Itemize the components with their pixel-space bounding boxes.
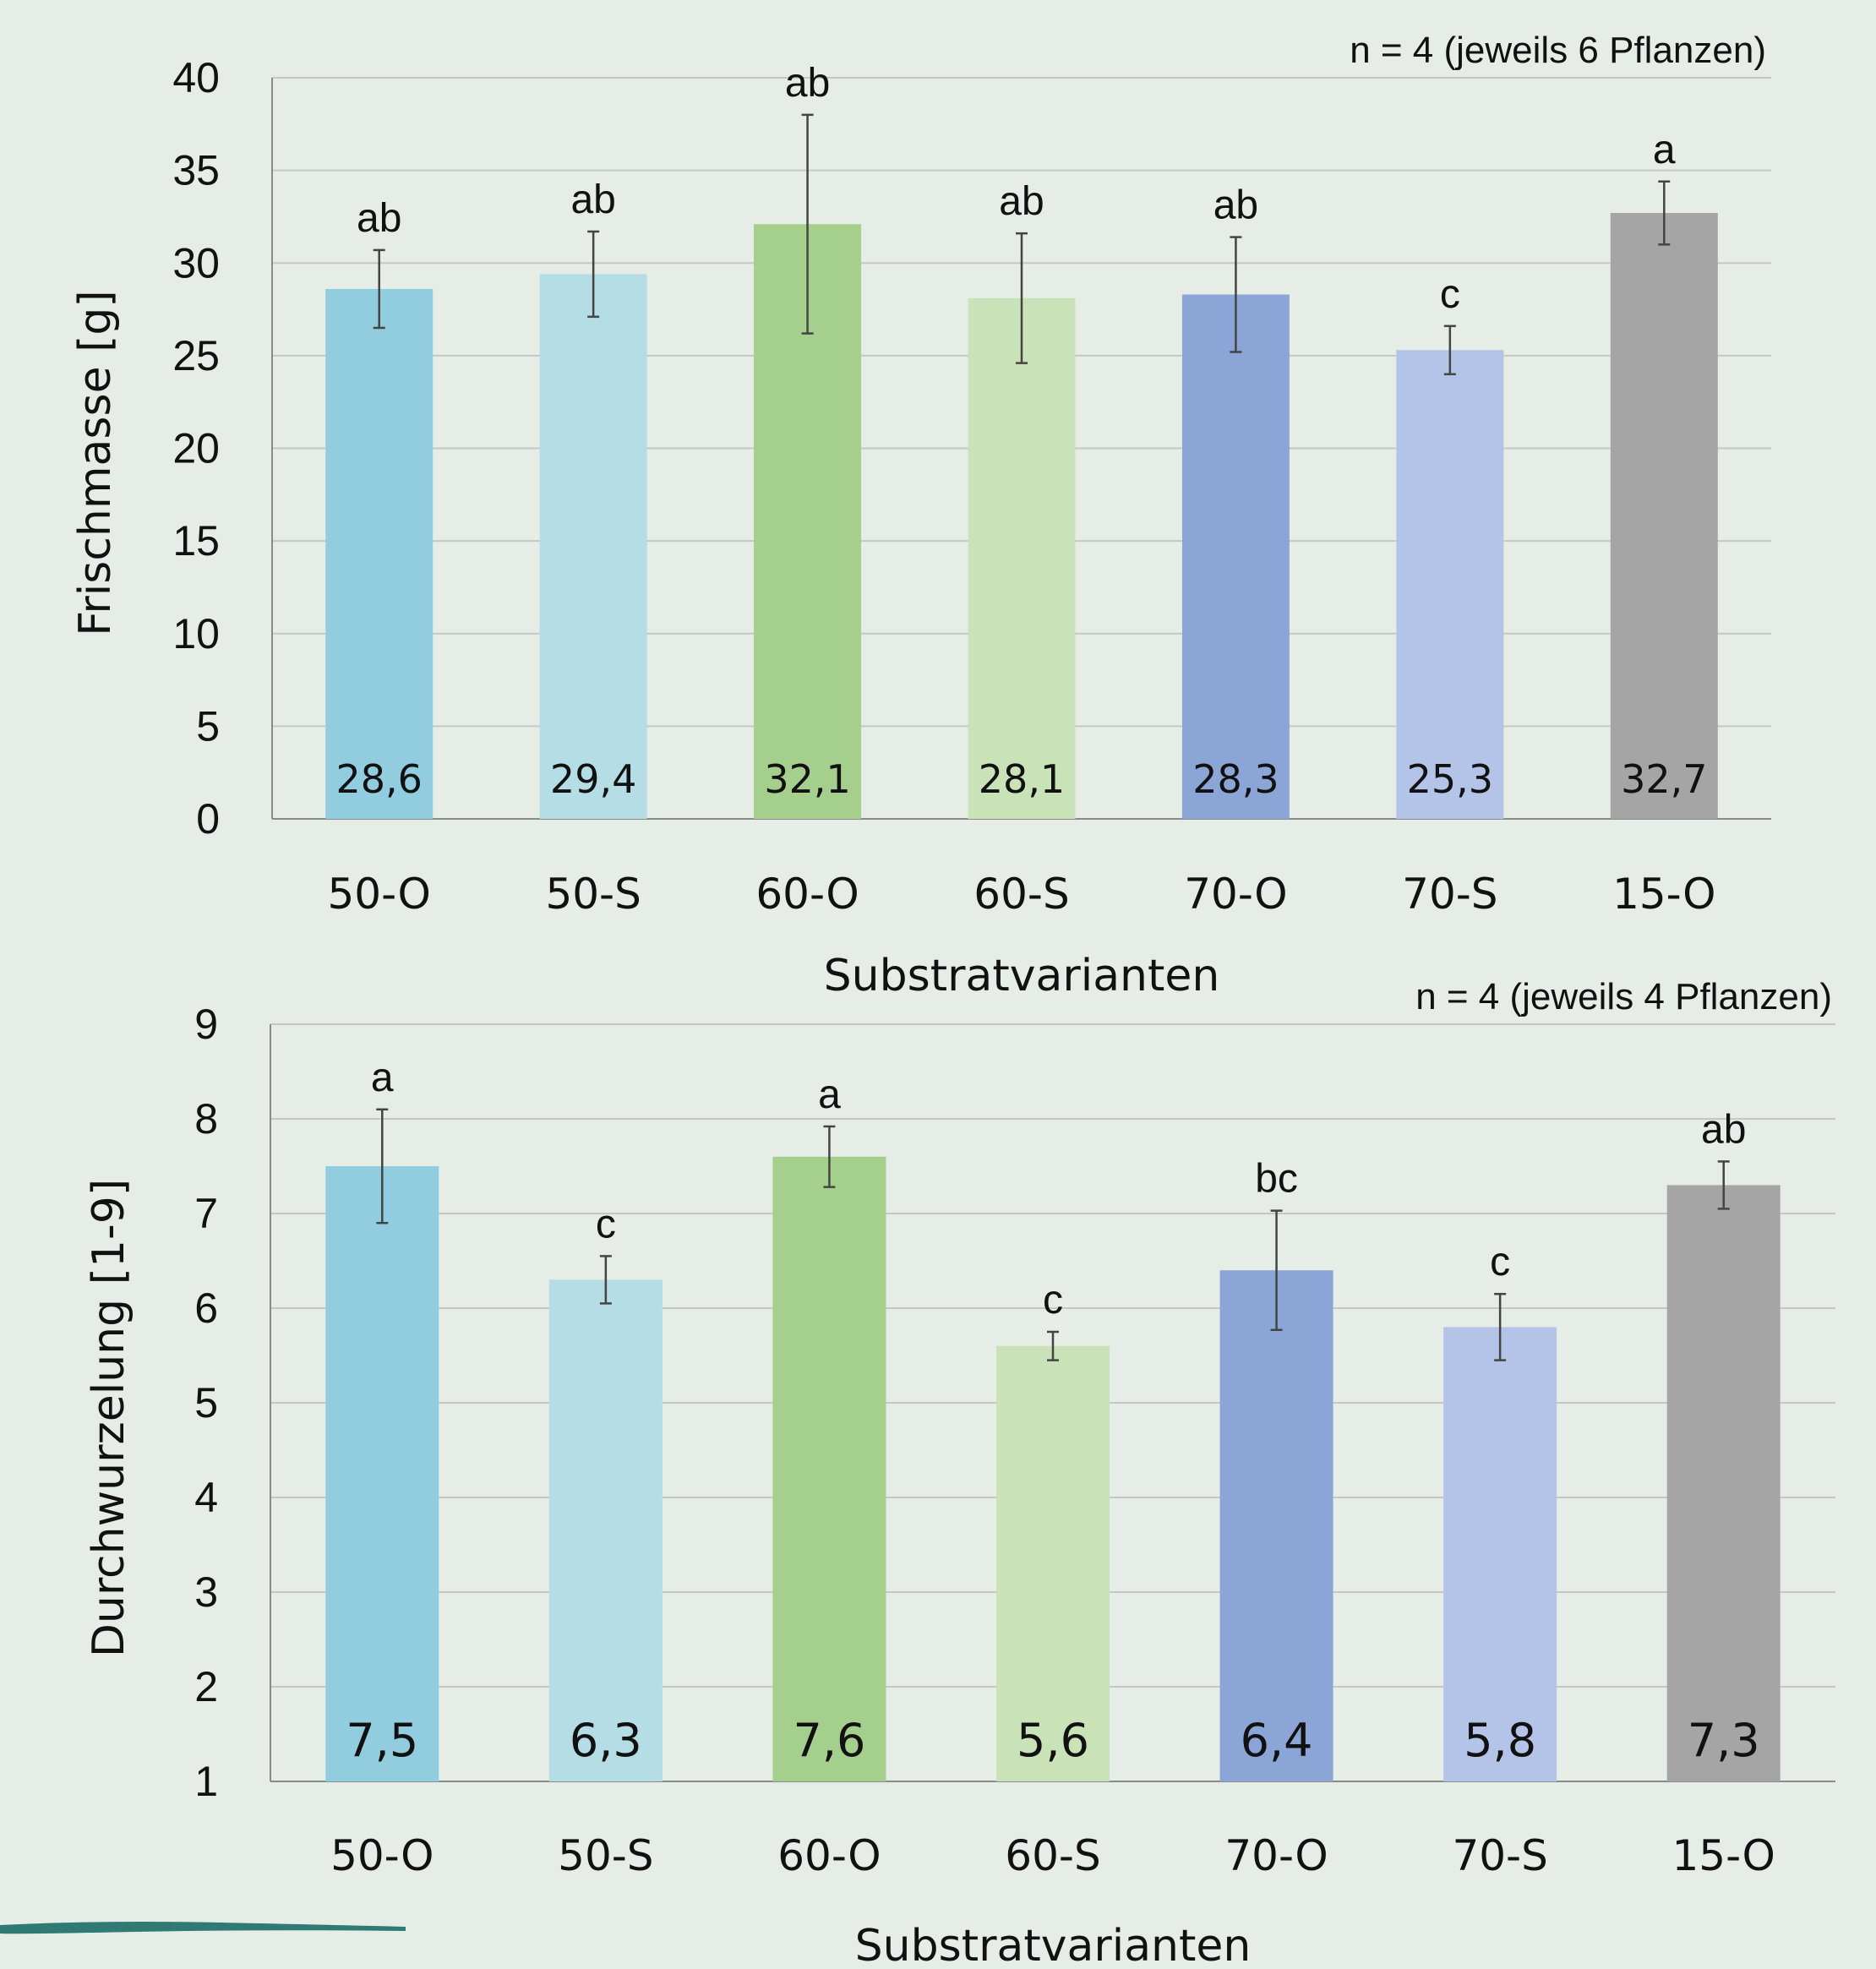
bar-value-label: 29,4 <box>550 756 636 802</box>
significance-label: ab <box>1213 183 1258 228</box>
significance-label: ab <box>357 196 401 241</box>
y-tick-label: 10 <box>172 610 220 657</box>
y-axis-title: Frischmasse [g] <box>70 290 121 635</box>
sample-size-note: n = 4 (jeweils 4 Pflanzen) <box>1415 976 1832 1017</box>
bar-value-label: 28,6 <box>336 756 423 802</box>
bar-value-label: 6,4 <box>1241 1714 1313 1767</box>
y-tick-label: 9 <box>194 1001 218 1048</box>
significance-label: ab <box>1701 1107 1746 1152</box>
y-tick-label: 2 <box>194 1663 218 1710</box>
chart-durchwurzelung: 1 2 3 4 5 6 7 8 9 a 7,5 50-O c 6,3 50-S a 7,6 60-O c 5,6 60-… <box>84 976 1835 1969</box>
chart-frischmasse: 0 5 10 15 20 25 30 35 40 ab 28,6 50-O ab 29,4 50-S ab 32… <box>70 30 1771 1001</box>
bar-value-label: 7,3 <box>1688 1714 1760 1767</box>
bar-50-S <box>539 274 647 819</box>
significance-label: ab <box>570 177 615 222</box>
x-category-label: 70-O <box>1224 1831 1328 1880</box>
bar-value-label: 28,1 <box>979 756 1065 802</box>
x-axis-title: Substratvarianten <box>855 1921 1252 1969</box>
x-category-label: 50-S <box>545 870 641 919</box>
x-category-label: 60-O <box>755 870 859 919</box>
significance-label: c <box>1043 1278 1063 1323</box>
bar-value-label: 25,3 <box>1407 756 1493 802</box>
y-tick-label: 7 <box>194 1190 218 1237</box>
bar-60-S <box>968 297 1076 820</box>
x-category-label: 15-O <box>1612 870 1715 919</box>
brush-stroke-decoration <box>0 1922 406 1934</box>
bar-60-S <box>996 1345 1110 1781</box>
y-tick-label: 15 <box>172 517 220 565</box>
x-category-label: 50-O <box>330 1831 434 1880</box>
x-category-label: 50-O <box>328 870 431 919</box>
y-tick-label: 3 <box>194 1568 218 1616</box>
y-tick-label: 6 <box>194 1284 218 1332</box>
bar-50-O <box>325 1166 439 1781</box>
bar-15-O <box>1610 213 1718 820</box>
bar-50-S <box>548 1279 663 1781</box>
significance-label: ab <box>999 179 1044 224</box>
x-category-label: 70-O <box>1184 870 1287 919</box>
bar-value-label: 32,1 <box>764 756 850 802</box>
x-category-label: 60-S <box>973 870 1069 919</box>
y-tick-label: 30 <box>172 239 220 286</box>
y-tick-label: 5 <box>196 702 220 750</box>
significance-label: bc <box>1255 1157 1298 1202</box>
y-tick-label: 35 <box>172 147 220 194</box>
x-category-label: 60-O <box>777 1831 881 1880</box>
significance-label: a <box>818 1072 841 1117</box>
significance-label: a <box>1653 128 1676 172</box>
bar-60-O <box>772 1156 886 1781</box>
bar-15-O <box>1666 1185 1781 1781</box>
sample-size-note: n = 4 (jeweils 6 Pflanzen) <box>1350 30 1766 71</box>
x-category-label: 70-S <box>1452 1831 1547 1880</box>
bar-value-label: 5,6 <box>1017 1714 1089 1767</box>
significance-label: c <box>596 1202 616 1246</box>
bar-value-label: 5,8 <box>1464 1714 1536 1767</box>
bar-70-S <box>1396 350 1504 819</box>
x-category-label: 70-S <box>1402 870 1497 919</box>
y-tick-label: 40 <box>172 54 220 101</box>
significance-label: a <box>371 1055 394 1100</box>
bar-70-O <box>1181 294 1290 820</box>
x-category-label: 60-S <box>1005 1831 1100 1880</box>
bar-value-label: 7,6 <box>793 1714 865 1767</box>
bar-value-label: 32,7 <box>1621 756 1707 802</box>
significance-label: c <box>1440 272 1460 317</box>
y-tick-label: 4 <box>194 1474 218 1521</box>
x-category-label: 50-S <box>558 1831 653 1880</box>
y-tick-label: 25 <box>172 332 220 379</box>
y-tick-label: 0 <box>196 795 220 843</box>
bar-50-O <box>325 288 434 819</box>
bar-70-O <box>1219 1270 1333 1781</box>
x-axis-title: Substratvarianten <box>824 951 1220 1001</box>
y-tick-label: 5 <box>194 1379 218 1426</box>
y-axis-title: Durchwurzelung [1-9] <box>84 1179 134 1657</box>
x-category-label: 15-O <box>1672 1831 1775 1880</box>
bar-70-S <box>1443 1327 1557 1781</box>
significance-label: c <box>1490 1240 1510 1284</box>
bar-value-label: 7,5 <box>346 1714 418 1767</box>
bar-value-label: 6,3 <box>570 1714 642 1767</box>
significance-label: ab <box>785 61 830 106</box>
bar-value-label: 28,3 <box>1192 756 1279 802</box>
y-tick-label: 1 <box>194 1758 218 1805</box>
y-tick-label: 20 <box>172 425 220 472</box>
y-tick-label: 8 <box>194 1095 218 1143</box>
